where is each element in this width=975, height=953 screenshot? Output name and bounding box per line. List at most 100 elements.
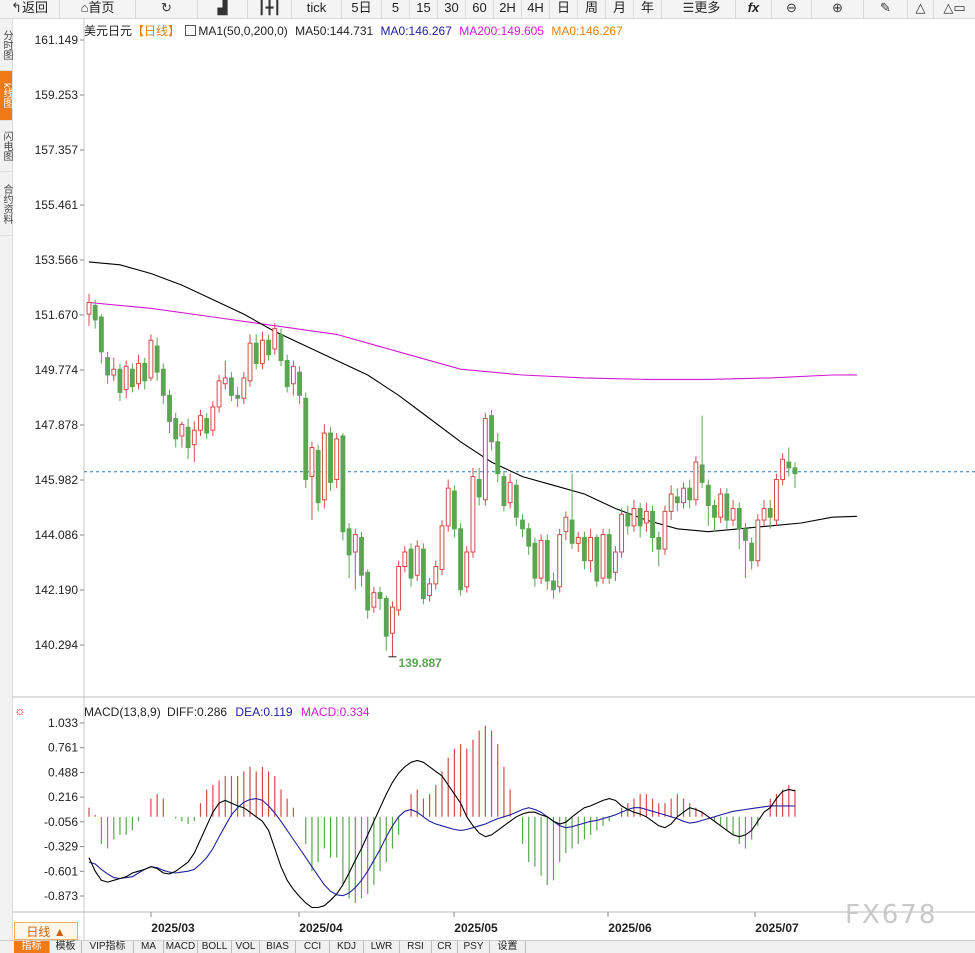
candle-body	[259, 339, 265, 364]
refresh-button[interactable]: ↻	[136, 0, 198, 18]
x-tick-label: 2025/06	[608, 921, 652, 935]
period-button[interactable]: 5	[382, 0, 410, 18]
candle-body	[266, 339, 272, 356]
candle-body	[402, 551, 408, 567]
formula-button[interactable]: fx	[736, 0, 772, 18]
candle-body	[619, 513, 625, 553]
pencil-icon: ✎	[880, 0, 891, 15]
ma-config-icon[interactable]	[185, 25, 197, 36]
y-tick-label: 147.878	[35, 418, 79, 432]
ma-head[interactable]: MA1(50,0,200,0)	[198, 24, 288, 38]
indicator-tab[interactable]: MA	[134, 941, 164, 953]
indicator-tab[interactable]: CR	[432, 941, 458, 953]
shapes-button[interactable]: △▭	[934, 0, 975, 18]
zoom-out-icon: ⊖	[786, 0, 797, 15]
y-tick-label: 151.670	[35, 308, 79, 322]
more-button[interactable]: ☰更多	[668, 0, 736, 18]
indicator-tab[interactable]: 模板	[50, 941, 82, 953]
left-tab[interactable]: 闪电图	[0, 121, 12, 172]
candle-body	[210, 406, 216, 431]
indicator-tab[interactable]: BOLL	[198, 941, 232, 953]
indicator-tab[interactable]: MACD	[164, 941, 198, 953]
home-button[interactable]: ⌂首页	[60, 0, 136, 18]
low-price-label: 139.887	[398, 656, 442, 670]
candle-body	[315, 449, 321, 504]
candle-body	[371, 592, 377, 608]
indicator-tab[interactable]: PSY	[458, 941, 490, 953]
left-tab[interactable]: 分时图	[0, 19, 12, 71]
candle-body	[501, 476, 507, 507]
candle-body	[129, 368, 135, 388]
macd-head[interactable]: MACD(13,8,9)	[84, 705, 161, 719]
candle-body	[749, 542, 755, 562]
candle-body	[464, 551, 470, 588]
indicator-tab[interactable]: CCI	[296, 941, 330, 953]
watermark: FX678	[845, 900, 938, 930]
macd-settings-icon[interactable]: ☼	[14, 703, 26, 718]
candle-body	[290, 365, 296, 385]
period-button[interactable]: 30	[438, 0, 466, 18]
back-button[interactable]: ↰返回	[0, 0, 60, 18]
tick-button[interactable]: tick	[292, 0, 342, 18]
zoom-in-button[interactable]: ⊕	[812, 0, 864, 18]
candle-body	[427, 583, 433, 597]
period-button[interactable]: 周	[578, 0, 606, 18]
period-selector[interactable]: 日线 ▲	[14, 922, 78, 940]
period-button[interactable]: 15	[410, 0, 438, 18]
candle-body	[445, 487, 451, 527]
candlestick-icon: ┃╋┃	[257, 0, 282, 15]
left-tab[interactable]: 合约资料	[0, 172, 12, 236]
y-tick-label: 157.357	[35, 143, 79, 157]
triangle-button[interactable]: △	[908, 0, 934, 18]
candle-body	[148, 339, 154, 379]
indicator-tab[interactable]: VOL	[232, 941, 260, 953]
macd-tick-label: 1.033	[48, 716, 78, 730]
period-button[interactable]: 60	[466, 0, 494, 18]
candle-type-button[interactable]: ┃╋┃	[248, 0, 292, 18]
candle-body	[86, 302, 92, 315]
macd-value: MACD:0.334	[300, 705, 370, 719]
x-tick-label: 2025/04	[299, 921, 343, 935]
left-tab[interactable]: k线图	[0, 71, 12, 121]
chart-type-button[interactable]: ▟	[198, 0, 248, 18]
macd-legend: MACD(13,8,9) DIFF:0.286 DEA:0.119 MACD:0…	[84, 705, 370, 719]
candle-body	[451, 490, 457, 530]
candle-body	[551, 580, 556, 591]
indicator-tab[interactable]: VIP指标	[82, 941, 134, 953]
x-tick-label: 2025/03	[151, 921, 195, 935]
candle-body	[303, 397, 309, 480]
indicator-tab[interactable]: BIAS	[260, 941, 296, 953]
period-label: 【日线】	[132, 24, 181, 38]
dea-line	[88, 798, 796, 897]
candle-body	[582, 536, 587, 562]
candle-body	[712, 505, 717, 518]
ma50-value: MA50:144.731	[295, 24, 374, 38]
candle-body	[705, 484, 711, 507]
macd-tick-label: 0.216	[48, 790, 78, 804]
candle-body	[390, 606, 395, 634]
candle-body	[185, 426, 191, 449]
candle-body	[774, 478, 779, 521]
y-tick-label: 140.294	[35, 638, 79, 652]
candle-body	[786, 461, 792, 469]
indicator-tab[interactable]: 设置	[490, 941, 526, 953]
period-button[interactable]: 日	[550, 0, 578, 18]
candle-body	[433, 565, 439, 585]
period-button[interactable]: 4H	[522, 0, 550, 18]
indicator-tab[interactable]: LWR	[364, 941, 400, 953]
indicator-tab[interactable]: RSI	[400, 941, 432, 953]
indicator-tab[interactable]: KDJ	[330, 941, 364, 953]
indicator-tab[interactable]: 指标	[14, 941, 50, 953]
chart-area[interactable]: 161.149 159.253 157.357 155.461 153.566 151.6…	[0, 19, 975, 940]
zoom-out-button[interactable]: ⊖	[772, 0, 812, 18]
period-button[interactable]: 年	[634, 0, 662, 18]
candle-body	[538, 539, 544, 579]
candle-body	[612, 551, 618, 573]
candle-body	[92, 304, 98, 321]
candle-body	[650, 510, 655, 538]
period-button[interactable]: 月	[606, 0, 634, 18]
candle-body	[383, 597, 389, 637]
period-button[interactable]: 5日	[342, 0, 382, 18]
period-button[interactable]: 2H	[494, 0, 522, 18]
draw-button[interactable]: ✎	[864, 0, 908, 18]
